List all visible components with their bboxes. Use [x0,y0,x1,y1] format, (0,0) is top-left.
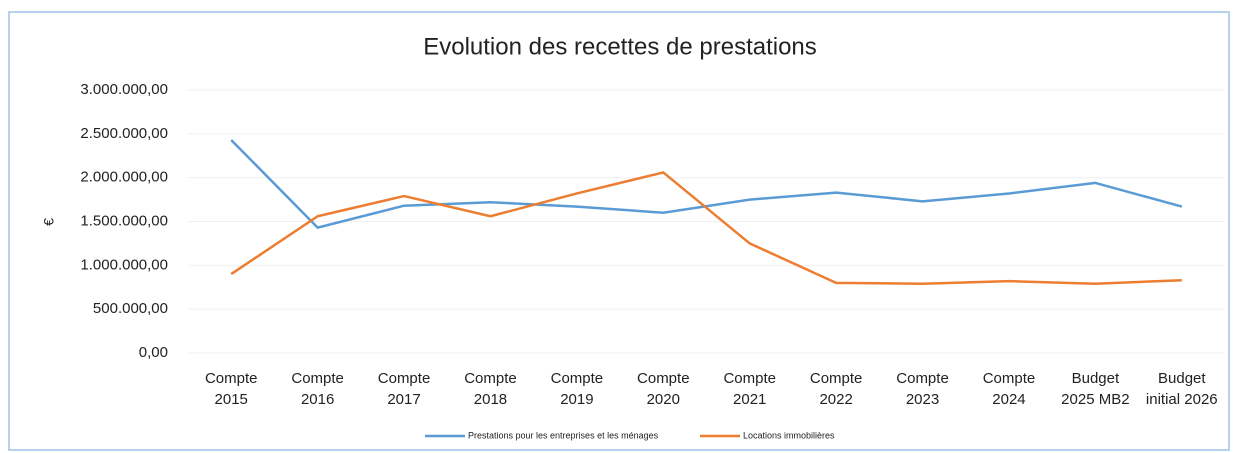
x-tick-label: Compte 2017 [378,370,431,408]
y-tick-label: 0,00 [139,344,168,361]
y-tick-label: 500.000,00 [93,300,168,317]
x-tick-label: Compte 2015 [205,370,258,408]
x-tick-label: Compte 2018 [464,370,517,408]
chart-frame [8,11,1230,451]
series-line [230,139,1183,229]
y-tick-label: 1.500.000,00 [80,212,168,229]
series-line [230,171,1182,285]
x-tick-label: Budget initial 2026 [1146,370,1218,408]
x-tick-label: Compte 2022 [810,370,863,408]
x-tick-label: Budget 2025 MB2 [1061,370,1129,408]
legend-label: Locations immobilières [743,430,835,440]
y-axis-label: € [41,218,57,226]
chart-title: Evolution des recettes de prestations [423,33,817,60]
y-tick-label: 2.500.000,00 [80,125,168,142]
x-tick-label: Compte 2020 [637,370,690,408]
x-tick-label: Compte 2024 [983,370,1036,408]
y-tick-label: 2.000.000,00 [80,169,168,186]
y-tick-label: 1.000.000,00 [80,256,168,273]
y-tick-label: 3.000.000,00 [80,81,168,98]
x-tick-label: Compte 2023 [896,370,949,408]
x-tick-label: Compte 2021 [723,370,776,408]
x-tick-label: Compte 2016 [291,370,344,408]
x-tick-label: Compte 2019 [551,370,604,408]
legend-label: Prestations pour les entreprises et les … [468,430,659,440]
